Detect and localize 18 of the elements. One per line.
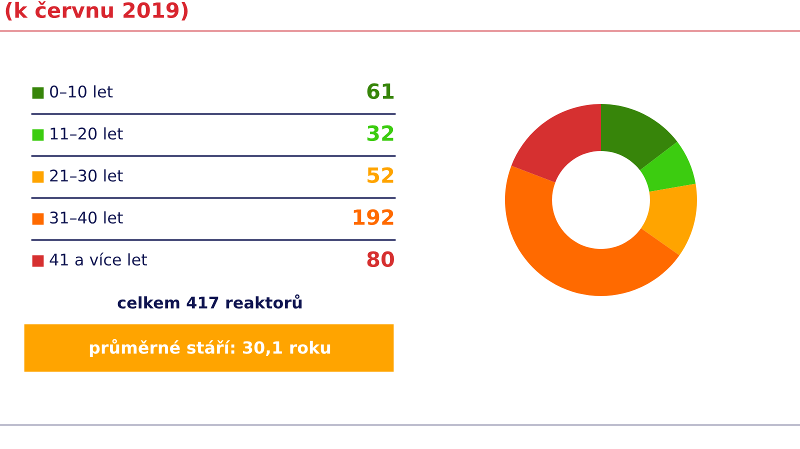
legend-label: 41 a více let (50, 252, 147, 266)
text: průměrné stáří: 30,1 roku (90, 338, 330, 358)
data-label: 61 (367, 83, 394, 100)
data-label: 52 (368, 167, 394, 184)
legend-label: 11–20 let (50, 127, 123, 140)
text: celkem 417 reaktorů (118, 294, 302, 309)
chart-title: (k červnu 2019) (6, 1, 188, 20)
legend-label: 31–40 let (50, 211, 123, 224)
data-label: 32 (367, 125, 394, 142)
donut-slice (505, 166, 680, 296)
donut-slice (640, 142, 696, 192)
donut-slice (641, 184, 697, 256)
donut-slice (511, 104, 601, 183)
legend-label: 21–30 let (50, 169, 123, 182)
data-label: 80 (367, 251, 394, 268)
legend-label: 0–10 let (50, 85, 113, 98)
data-label: 192 (354, 209, 394, 226)
donut-slice (601, 104, 678, 170)
